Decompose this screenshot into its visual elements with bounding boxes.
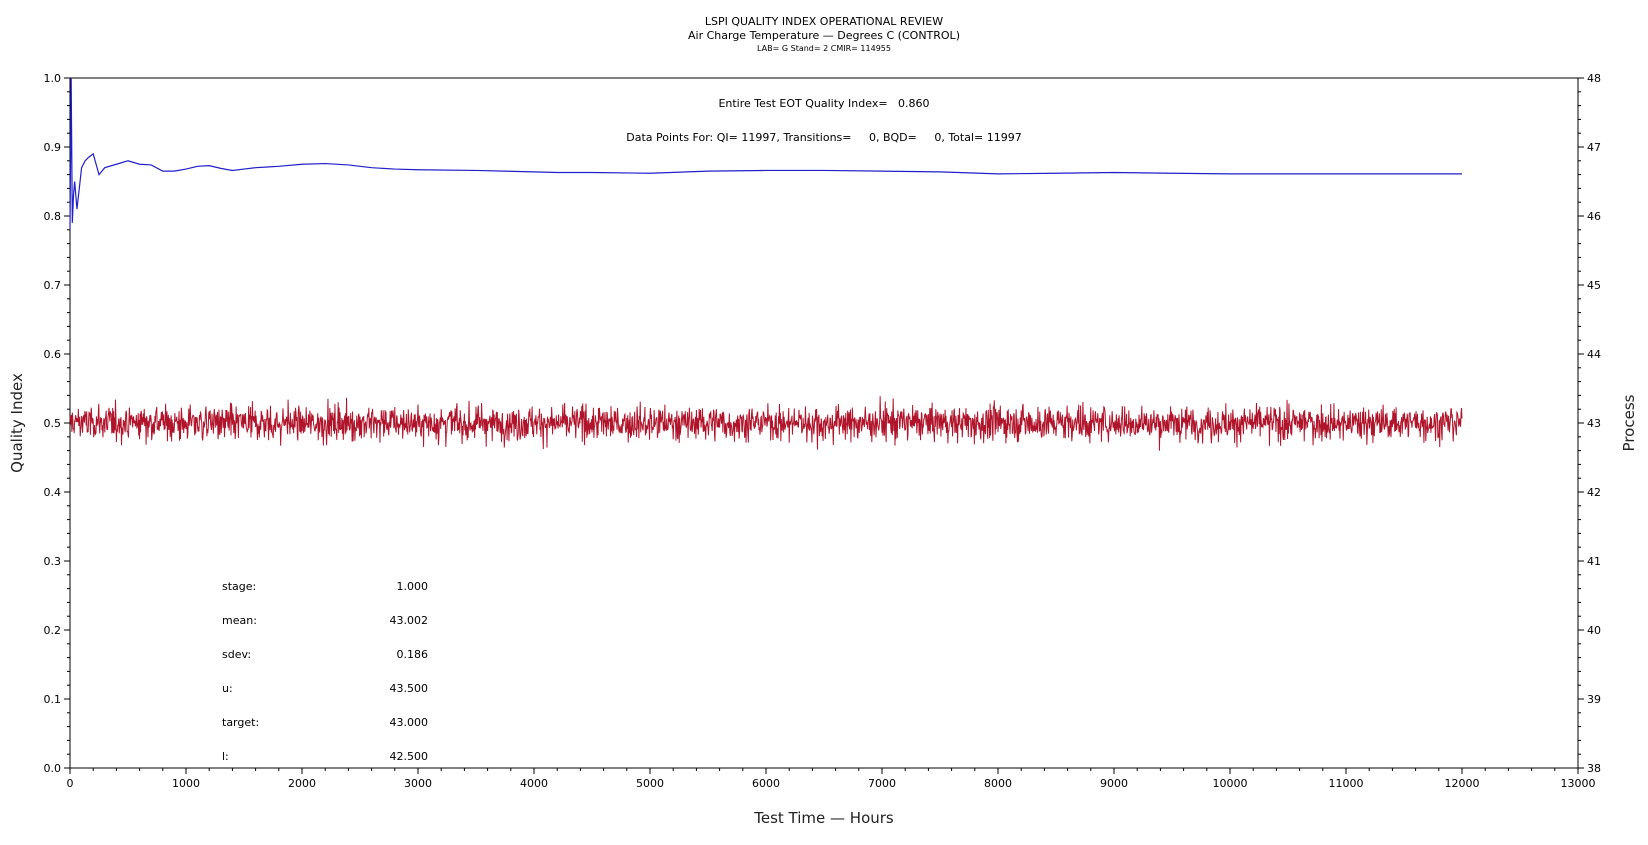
annotation-quality-index: Entire Test EOT Quality Index= 0.860 — [718, 97, 929, 110]
y-tick-label: 0.3 — [44, 555, 62, 568]
y2-tick-label: 40 — [1587, 624, 1601, 637]
x-tick-label: 8000 — [984, 777, 1012, 790]
y-tick-label: 0.7 — [44, 279, 62, 292]
y2-tick-label: 43 — [1587, 417, 1601, 430]
x-axis-title: Test Time — Hours — [753, 809, 894, 827]
y-tick-label: 0.6 — [44, 348, 62, 361]
y-tick-label: 0.9 — [44, 141, 62, 154]
x-tick-label: 0 — [67, 777, 74, 790]
stat-value: 43.500 — [390, 682, 429, 695]
y-tick-label: 0.2 — [44, 624, 62, 637]
x-tick-label: 2000 — [288, 777, 316, 790]
x-tick-label: 4000 — [520, 777, 548, 790]
stat-label: target: — [222, 716, 259, 729]
x-tick-label: 10000 — [1213, 777, 1248, 790]
chart: LSPI QUALITY INDEX OPERATIONAL REVIEW Ai… — [0, 0, 1648, 845]
x-tick-label: 3000 — [404, 777, 432, 790]
y-tick-label: 0.8 — [44, 210, 62, 223]
x-tick-label: 6000 — [752, 777, 780, 790]
y2-tick-label: 45 — [1587, 279, 1601, 292]
y2-tick-label: 39 — [1587, 693, 1601, 706]
stat-value: 42.500 — [390, 750, 429, 763]
x-tick-label: 11000 — [1329, 777, 1364, 790]
y-axis-right: 38 39 40 41 42 43 44 45 46 47 48 — [1578, 72, 1601, 775]
x-tick-label: 13000 — [1561, 777, 1596, 790]
y2-axis-title: Process — [1620, 394, 1638, 451]
y-tick-label: 0.0 — [44, 762, 62, 775]
stat-label: stage: — [222, 580, 256, 593]
stat-value: 43.000 — [390, 716, 429, 729]
stat-label: u: — [222, 682, 233, 695]
y-tick-label: 0.4 — [44, 486, 62, 499]
x-tick-label: 12000 — [1445, 777, 1480, 790]
series-line-process — [70, 396, 1462, 451]
y-tick-label: 0.5 — [44, 417, 62, 430]
chart-subtitle-small: LAB= G Stand= 2 CMIR= 114955 — [757, 44, 891, 53]
chart-subtitle: Air Charge Temperature — Degrees C (CONT… — [688, 29, 960, 42]
stats-table: stage: 1.000 mean: 43.002 sdev: 0.186 u: 43.500… — [222, 580, 428, 763]
y2-tick-label: 44 — [1587, 348, 1601, 361]
y-axis-left: 0.0 0.1 0.2 0.3 0.4 0.5 0.6 0.7 0.8 0.9 1.0 — [44, 72, 71, 775]
x-axis: 0 1000 2000 3000 4000 5000 6000 7000 8000 9000 100… — [67, 768, 1596, 790]
x-tick-label: 7000 — [868, 777, 896, 790]
stat-value: 0.186 — [397, 648, 429, 661]
y-axis-title: Quality Index — [8, 373, 26, 473]
x-tick-label: 1000 — [172, 777, 200, 790]
stat-label: mean: — [222, 614, 257, 627]
y2-tick-label: 47 — [1587, 141, 1601, 154]
y-tick-label: 0.1 — [44, 693, 62, 706]
annotation-data-points: Data Points For: QI= 11997, Transitions=… — [626, 131, 1021, 144]
y2-tick-label: 42 — [1587, 486, 1601, 499]
stat-label: l: — [222, 750, 229, 763]
y2-tick-label: 46 — [1587, 210, 1601, 223]
y2-tick-label: 48 — [1587, 72, 1601, 85]
stat-label: sdev: — [222, 648, 251, 661]
stat-value: 1.000 — [397, 580, 429, 593]
y2-tick-label: 38 — [1587, 762, 1601, 775]
stat-value: 43.002 — [390, 614, 429, 627]
x-tick-label: 9000 — [1100, 777, 1128, 790]
chart-title: LSPI QUALITY INDEX OPERATIONAL REVIEW — [705, 15, 943, 28]
y2-tick-label: 41 — [1587, 555, 1601, 568]
y-tick-label: 1.0 — [44, 72, 62, 85]
x-tick-label: 5000 — [636, 777, 664, 790]
